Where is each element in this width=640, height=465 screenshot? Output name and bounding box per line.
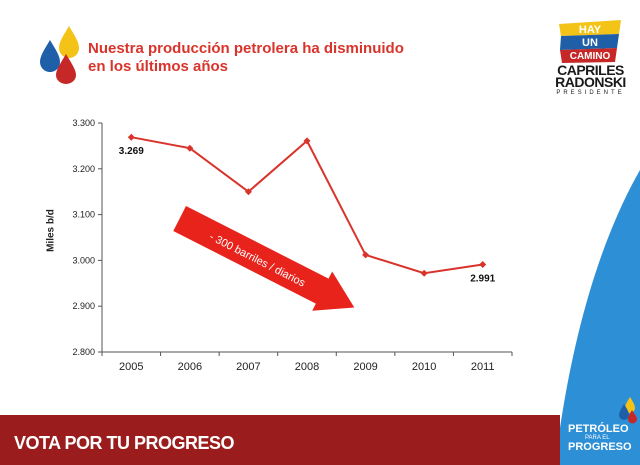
- x-tick-label: 2007: [236, 361, 260, 373]
- data-label: 3.269: [119, 146, 144, 157]
- x-tick-label: 2006: [178, 361, 202, 373]
- data-point: [186, 144, 194, 152]
- page-title: Nuestra producción petrolera ha disminui…: [88, 40, 404, 75]
- y-axis-label: Miles b/d: [45, 209, 57, 252]
- flag-line-1: HAY: [579, 24, 602, 36]
- data-point: [362, 251, 370, 259]
- petroleo-logo: PETRÓLEO PARA EL PROGRESO: [568, 395, 640, 465]
- footer-bar: [0, 415, 560, 465]
- y-tick-label: 3.100: [72, 210, 95, 220]
- x-tick-label: 2008: [295, 361, 319, 373]
- y-tick-label: 2.900: [72, 301, 95, 311]
- petroleo-line-1: PETRÓLEO: [568, 423, 629, 435]
- decline-arrow-shape: [173, 206, 355, 311]
- flag-badge: HAY UN CAMINO: [559, 20, 621, 63]
- petroleo-drops-icon: [619, 397, 637, 424]
- candidate-name-line-2: RADONSKI: [555, 74, 626, 90]
- series-line: [131, 136, 483, 275]
- y-tick-label: 2.800: [72, 347, 95, 357]
- flag-line-3: CAMINO: [570, 51, 611, 62]
- x-tick-label: 2011: [471, 361, 495, 373]
- data-point: [420, 269, 428, 277]
- oil-drops-icon: [40, 26, 79, 84]
- decline-arrow: - 300 barriles / diarios: [173, 206, 355, 311]
- candidate-name-line-1: CAPRILES: [557, 62, 624, 78]
- y-tick-label: 3.200: [72, 164, 95, 174]
- data-label: 2.991: [470, 274, 495, 285]
- data-point: [244, 188, 252, 196]
- petroleo-line-3: PROGRESO: [568, 441, 632, 453]
- y-tick-label: 3.300: [72, 118, 95, 128]
- data-point: [303, 137, 311, 145]
- data-point: [127, 133, 135, 141]
- x-tick-label: 2005: [119, 361, 143, 373]
- y-tick-label: 3.000: [72, 255, 95, 265]
- data-point: [479, 261, 487, 269]
- campaign-logo: HAY UN CAMINO CAPRILES RADONSKI PRESIDEN…: [543, 10, 638, 105]
- flag-line-2: UN: [582, 37, 598, 49]
- footer-slogan: VOTA POR TU PROGRESO: [14, 433, 235, 453]
- petroleo-line-2: PARA EL: [585, 435, 610, 441]
- x-tick-label: 2009: [353, 361, 377, 373]
- candidate-name: CAPRILES RADONSKI: [543, 62, 638, 90]
- x-tick-label: 2010: [412, 361, 436, 373]
- candidate-role: PRESIDENTE: [556, 90, 625, 96]
